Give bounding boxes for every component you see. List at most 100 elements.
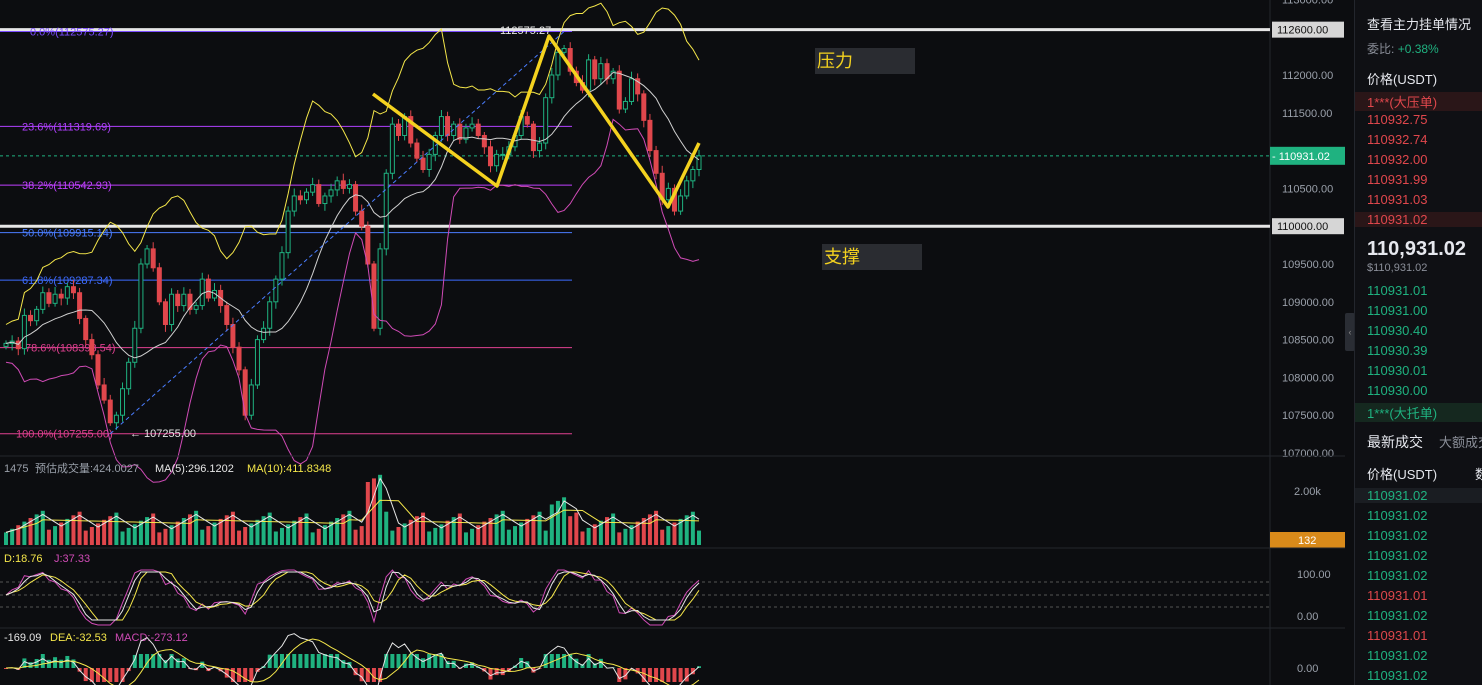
candle-body	[494, 153, 500, 167]
candle-body	[353, 184, 359, 212]
candle-body	[77, 292, 83, 319]
volume-bar	[132, 524, 137, 545]
panel-collapse-handle[interactable]: ‹	[1345, 313, 1355, 351]
candle-body	[647, 119, 653, 152]
ask-row[interactable]: 110932.74	[1367, 132, 1428, 147]
macd-bar	[574, 658, 579, 668]
last-price-usd: $110,931.02	[1367, 262, 1428, 274]
bid-row[interactable]: 110930.39	[1367, 343, 1428, 358]
bid-row[interactable]: 110930.01	[1367, 363, 1428, 378]
volume-bar	[445, 520, 450, 545]
volume-bar	[138, 520, 143, 545]
volume-bar	[310, 532, 315, 545]
volume-bar	[641, 518, 646, 545]
volume-ma10: MA(10):411.8348	[247, 463, 331, 475]
ask-row[interactable]: 110932.00	[1367, 152, 1428, 167]
fib-level-label: 38.2%(110542.93)	[22, 180, 112, 192]
candle-body	[530, 123, 536, 152]
volume-bar	[46, 529, 51, 545]
macd-bar	[22, 658, 27, 668]
volume-bar	[506, 529, 511, 545]
macd-bar	[519, 658, 524, 668]
price-chart[interactable]: 113000.00112000.00111500.00111000.001105…	[0, 0, 1345, 685]
macd-bar	[200, 661, 205, 668]
tab-latest-trades[interactable]: 最新成交	[1367, 434, 1423, 450]
volume-bar	[169, 525, 174, 545]
bid-row[interactable]: 110930.40	[1367, 323, 1428, 338]
volume-bar	[292, 520, 297, 545]
key-level-label: 112600.00	[1277, 25, 1328, 37]
volume-bar	[451, 517, 456, 545]
candle-body	[616, 70, 622, 110]
volume-bar	[629, 525, 634, 545]
bid-row[interactable]: 110930.00	[1367, 383, 1428, 398]
macd-bar	[451, 660, 456, 668]
volume-bar	[187, 514, 192, 545]
bid-row[interactable]: 110931.00	[1367, 303, 1428, 318]
volume-bar	[95, 523, 100, 545]
macd-bar	[145, 654, 150, 668]
ask-row[interactable]: 110931.03	[1367, 192, 1428, 207]
trade-row[interactable]: 110931.02	[1367, 528, 1428, 543]
volume-bar	[617, 532, 622, 545]
volume-bar	[427, 531, 432, 545]
bid-row[interactable]: 1***(大托单)	[1355, 403, 1482, 422]
candle-body	[408, 116, 414, 144]
candle-body	[567, 48, 573, 72]
candle-body	[377, 248, 383, 329]
candle-body	[622, 100, 628, 110]
macd-bar	[390, 654, 395, 668]
volume-bar	[439, 524, 444, 545]
volume-bar	[494, 514, 499, 545]
trade-row[interactable]: 110931.02	[1367, 608, 1428, 623]
macd-bar	[470, 662, 475, 668]
macd-bar	[298, 654, 303, 668]
macd-bar	[549, 654, 554, 668]
ask-row[interactable]: 110931.02	[1355, 212, 1482, 227]
macd-bar	[310, 654, 315, 668]
candle-body	[3, 342, 9, 347]
trade-row[interactable]: 110931.01	[1367, 588, 1428, 603]
macd-bar	[660, 668, 665, 682]
volume-bar	[690, 511, 695, 545]
trade-row[interactable]: 110931.02	[1367, 668, 1428, 683]
ask-row[interactable]: 110931.99	[1367, 172, 1428, 187]
candle-body	[181, 293, 187, 307]
macd-bar	[396, 654, 401, 668]
ask-row[interactable]: 1***(大压单)	[1355, 92, 1482, 111]
candle-body	[70, 286, 76, 294]
candle-body	[150, 248, 156, 269]
macd-bar	[335, 654, 340, 668]
last-price: 110,931.02	[1367, 238, 1466, 260]
trade-row[interactable]: 110931.01	[1367, 628, 1428, 643]
volume-bar	[194, 510, 199, 545]
volume-bar	[237, 530, 242, 545]
trade-row[interactable]: 110931.02	[1367, 568, 1428, 583]
trade-row[interactable]: 110931.02	[1367, 548, 1428, 563]
volume-bar	[145, 517, 150, 545]
volume-bar	[212, 522, 217, 545]
macd-bar	[586, 654, 591, 668]
macd-bar	[279, 654, 284, 668]
macd-bar	[654, 668, 659, 682]
tab-large-trades[interactable]: 大额成交	[1439, 435, 1482, 450]
candle-body	[285, 210, 291, 254]
order-ratio: 委比: +0.38%	[1367, 40, 1439, 57]
resistance-annotation: 压力	[815, 48, 915, 74]
ask-row[interactable]: 110932.75	[1367, 112, 1428, 127]
trade-row[interactable]: 110931.02	[1367, 508, 1428, 523]
volume-bar	[660, 529, 665, 545]
trade-row[interactable]: 110931.02	[1355, 488, 1482, 503]
bid-row[interactable]: 110931.01	[1367, 283, 1428, 298]
volume-bar	[635, 521, 640, 545]
volume-bar	[329, 521, 334, 545]
volume-bar	[71, 515, 76, 545]
macd-bar	[641, 668, 646, 682]
volume-bar	[89, 527, 94, 545]
trade-row[interactable]: 110931.02	[1367, 648, 1428, 663]
support-annotation: 支撑	[822, 244, 922, 270]
trades-price-header: 价格(USDT)	[1367, 467, 1438, 482]
volume-bar	[249, 523, 254, 545]
order-book-title[interactable]: 查看主力挂单情况	[1367, 17, 1472, 32]
macd-bar	[157, 654, 162, 668]
